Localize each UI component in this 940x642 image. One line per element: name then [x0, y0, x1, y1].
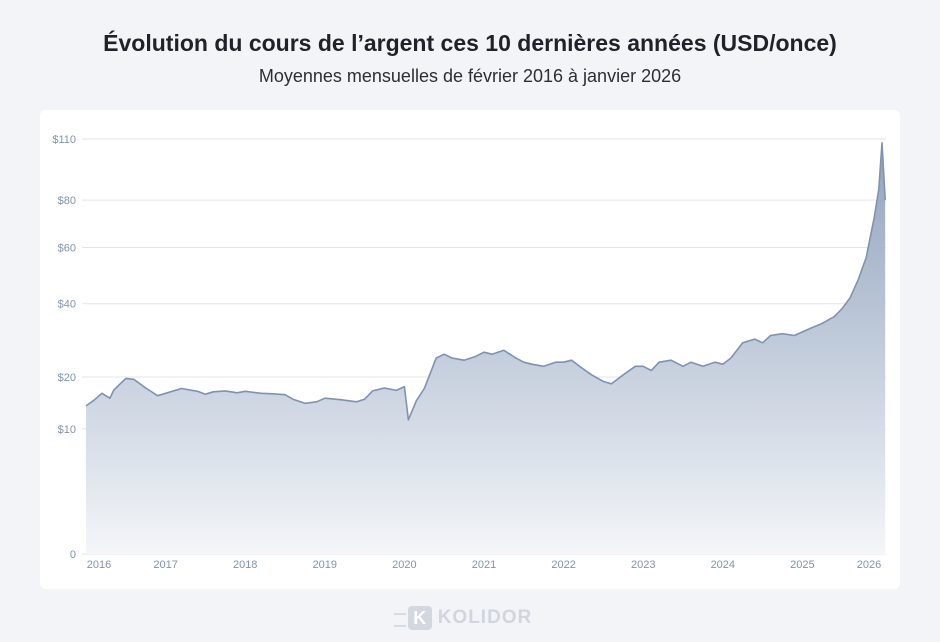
x-tick-label: 2017	[153, 559, 177, 571]
x-tick-label: 2023	[631, 559, 655, 571]
y-tick-label: $80	[58, 195, 76, 207]
y-tick-label: $10	[58, 424, 76, 436]
y-tick-label: $40	[58, 299, 76, 311]
chart-card: 0 $10 $20 $40 $60 $80 $110 2016 2017 2018 2019 2020…	[40, 110, 900, 589]
x-tick-label: 2026	[857, 559, 881, 571]
chart-title: Évolution du cours de l’argent ces 10 de…	[103, 30, 837, 56]
x-tick-label: 2024	[711, 559, 735, 571]
price-line	[85, 142, 886, 421]
silver-price-chart: 0 $10 $20 $40 $60 $80 $110 2016 2017 2018 2019 2020…	[52, 134, 886, 571]
x-tick-label: 2016	[87, 559, 111, 571]
kolidor-logo-icon: K	[393, 606, 432, 630]
x-tick-label: 2022	[551, 559, 575, 571]
y-tick-label: $110	[52, 134, 76, 146]
brand-name: KOLIDOR	[437, 607, 533, 628]
x-tick-label: 2018	[233, 559, 257, 571]
x-tick-label: 2025	[790, 559, 814, 571]
y-tick-label: 0	[70, 549, 76, 561]
x-tick-label: 2021	[472, 559, 496, 571]
x-tick-label: 2019	[313, 559, 337, 571]
brand-logo: K KOLIDOR	[0, 603, 940, 633]
y-tick-label: $20	[58, 372, 76, 384]
x-tick-label: 2020	[392, 559, 416, 571]
price-area	[86, 142, 886, 555]
chart-subtitle: Moyennes mensuelles de février 2016 à ja…	[258, 66, 682, 86]
y-tick-label: $60	[58, 243, 76, 255]
